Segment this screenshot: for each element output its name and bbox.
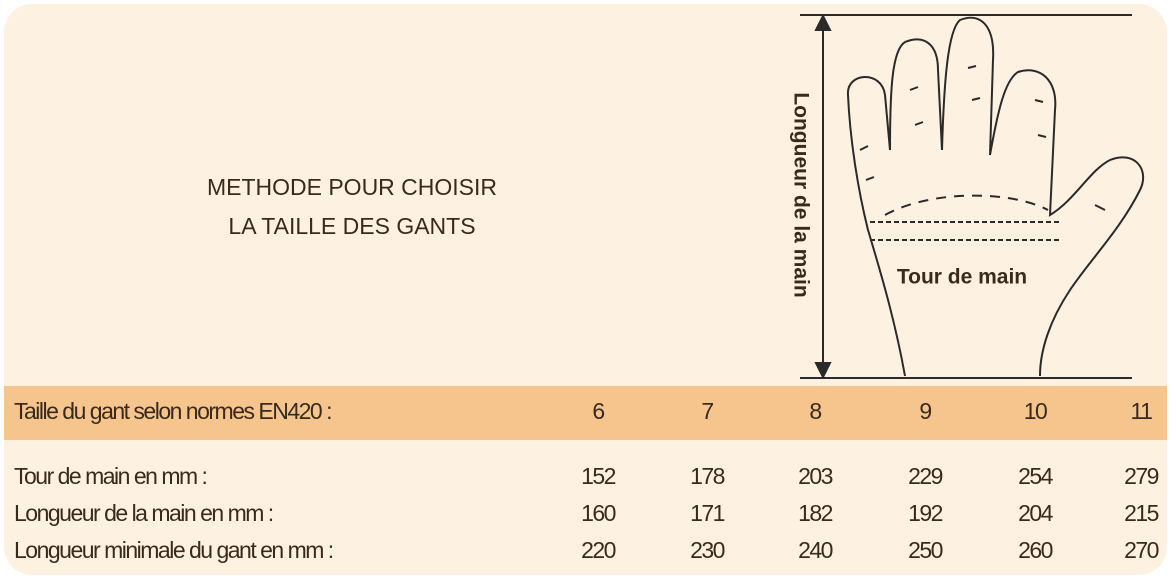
cell-value: 254 bbox=[1018, 463, 1054, 489]
length-label: Longueur de la main bbox=[789, 92, 812, 297]
cell-value: 10 bbox=[1024, 398, 1047, 424]
cell-value: 260 bbox=[1018, 537, 1053, 563]
title-line: LA TAILLE DES GANTS bbox=[228, 213, 475, 239]
cell-value: 178 bbox=[690, 463, 725, 489]
cell-value: 152 bbox=[581, 463, 616, 489]
cell-value: 171 bbox=[690, 500, 725, 526]
cell-value: 182 bbox=[798, 500, 833, 526]
row-label: Longueur de la main en mm : bbox=[14, 500, 273, 526]
cell-value: 240 bbox=[798, 537, 833, 563]
cell-value: 160 bbox=[581, 500, 616, 526]
cell-value: 203 bbox=[798, 463, 833, 489]
cell-value: 250 bbox=[908, 537, 943, 563]
cell-value: 8 bbox=[809, 398, 821, 424]
cell-value: 270 bbox=[1124, 537, 1159, 563]
cell-value: 230 bbox=[690, 537, 725, 563]
page: METHODE POUR CHOISIR LA TAILLE DES GANTS… bbox=[0, 0, 1171, 579]
girth-label: Tour de main bbox=[897, 266, 1027, 289]
cell-value: 192 bbox=[908, 500, 943, 526]
cell-value: 6 bbox=[592, 398, 604, 424]
size-guide: METHODE POUR CHOISIR LA TAILLE DES GANTS… bbox=[0, 0, 1171, 579]
cell-value: 229 bbox=[908, 463, 943, 489]
cell-value: 7 bbox=[701, 398, 713, 424]
cell-value: 279 bbox=[1124, 463, 1159, 489]
row-label: Tour de main en mm : bbox=[14, 463, 207, 489]
cell-value: 220 bbox=[581, 537, 616, 563]
cell-value: 11 bbox=[1131, 398, 1153, 424]
cell-value: 204 bbox=[1018, 500, 1054, 526]
row-label: Taille du gant selon normes EN420 : bbox=[14, 398, 331, 424]
cell-value: 9 bbox=[919, 398, 931, 424]
cell-value: 215 bbox=[1124, 500, 1159, 526]
title-line: METHODE POUR CHOISIR bbox=[207, 174, 497, 200]
row-label: Longueur minimale du gant en mm : bbox=[14, 537, 333, 563]
